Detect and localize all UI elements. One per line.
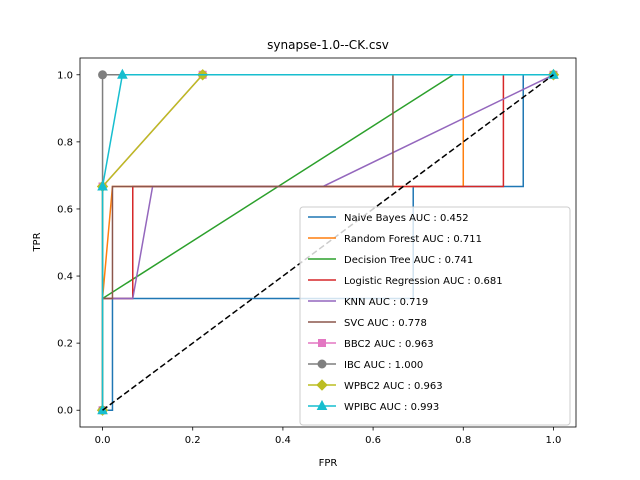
legend-label: BBC2 AUC : 0.963 (344, 339, 434, 350)
chart-title: synapse-1.0--CK.csv (267, 38, 389, 52)
x-axis-label: FPR (319, 458, 338, 469)
x-tick-label: 1.0 (546, 435, 562, 446)
legend: Naive Bayes AUC : 0.452 Random Forest AUC… (299, 206, 571, 426)
y-tick-label: 0.8 (57, 137, 73, 148)
legend-box (299, 206, 571, 426)
legend-label: Decision Tree AUC : 0.741 (344, 255, 473, 266)
legend-label: WPBC2 AUC : 0.963 (344, 381, 443, 392)
x-tick-label: 0.4 (275, 435, 291, 446)
y-tick-label: 0.6 (57, 204, 73, 215)
legend-marker (316, 399, 328, 410)
series-8-point (98, 70, 108, 80)
plot-lines (96, 68, 560, 416)
legend-label: KNN AUC : 0.719 (344, 297, 428, 308)
x-tick-label: 0.8 (455, 435, 471, 446)
y-tick-label: 0.4 (57, 272, 73, 283)
legend-marker (316, 379, 328, 391)
y-tick-label: 1.0 (57, 70, 73, 81)
series-line-10 (101, 74, 554, 411)
y-tick-label: 0.2 (57, 339, 73, 350)
legend-label: Logistic Regression AUC : 0.681 (344, 276, 503, 287)
axes: 0.0 0.2 0.4 0.6 0.8 1.0 0.0 0.2 0.4 0.6 0.8 1.0 (57, 57, 577, 446)
legend-label: IBC AUC : 1.000 (344, 360, 423, 371)
y-axis-label: TPR (32, 232, 43, 252)
series-group (96, 68, 560, 416)
legend-label: WPIBC AUC : 0.993 (344, 402, 439, 413)
series-10-point (117, 68, 128, 79)
legend-label: SVC AUC : 0.778 (344, 318, 427, 329)
y-tick-label: 0.0 (57, 406, 73, 417)
x-tick-label: 0.0 (95, 435, 111, 446)
legend-label: Naive Bayes AUC : 0.452 (344, 213, 469, 224)
legend-marker (317, 359, 327, 369)
x-tick-label: 0.2 (185, 435, 201, 446)
x-tick-label: 0.6 (365, 435, 381, 446)
legend-label: Random Forest AUC : 0.711 (344, 234, 482, 245)
legend-marker (318, 339, 326, 347)
series-10-point (97, 180, 108, 191)
plot-frame (79, 57, 577, 428)
